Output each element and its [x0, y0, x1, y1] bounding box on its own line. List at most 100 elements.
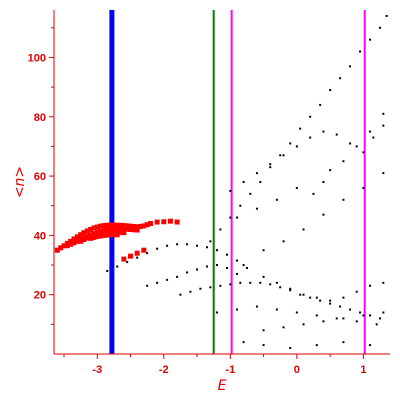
- black-point: [269, 283, 272, 286]
- black-point: [355, 320, 358, 323]
- y-axis-ticks: 20 40 60 80 100: [28, 27, 54, 325]
- black-point: [369, 344, 372, 347]
- black-point: [242, 181, 245, 183]
- black-point: [156, 281, 159, 284]
- black-point: [349, 308, 352, 311]
- red-point: [124, 226, 130, 232]
- black-point: [362, 151, 365, 154]
- black-point: [302, 228, 305, 231]
- black-point: [249, 192, 252, 195]
- black-point: [186, 271, 189, 274]
- red-point: [128, 226, 134, 232]
- red-point: [68, 241, 74, 247]
- red-point: [111, 229, 117, 235]
- black-point: [342, 160, 345, 163]
- red-point: [98, 223, 104, 229]
- red-point: [118, 229, 124, 235]
- black-point: [289, 142, 292, 145]
- black-point: [322, 181, 325, 183]
- black-point: [299, 127, 302, 130]
- x-axis-title: E: [218, 378, 227, 394]
- black-point: [235, 272, 238, 275]
- black-point: [176, 243, 179, 246]
- vertical-reference-lines: [109, 10, 366, 354]
- black-point: [166, 244, 169, 247]
- red-point: [88, 235, 94, 241]
- red-point: [114, 222, 120, 228]
- black-point: [116, 265, 119, 268]
- red-point: [121, 223, 127, 229]
- y-tick-label: 100: [28, 52, 46, 64]
- black-point: [269, 163, 272, 166]
- black-point: [382, 311, 385, 314]
- red-point: [161, 219, 167, 225]
- red-point: [118, 222, 124, 228]
- y-tick-label: 20: [34, 290, 46, 302]
- black-point: [262, 249, 265, 252]
- black-point: [146, 252, 149, 255]
- black-point: [289, 347, 292, 350]
- black-point: [262, 275, 265, 278]
- black-point: [229, 216, 232, 219]
- black-point: [382, 112, 385, 115]
- black-point: [282, 326, 285, 329]
- black-point: [369, 38, 372, 41]
- black-point: [315, 296, 318, 299]
- black-point: [225, 267, 228, 269]
- black-point: [322, 213, 325, 216]
- red-point: [104, 232, 110, 238]
- black-point: [302, 293, 305, 296]
- black-point: [315, 344, 318, 347]
- black-point: [372, 136, 375, 139]
- black-point: [339, 305, 342, 308]
- black-point: [342, 317, 345, 320]
- red-point: [108, 232, 114, 238]
- red-point: [91, 234, 97, 240]
- black-point: [362, 314, 365, 317]
- red-point: [147, 221, 153, 227]
- red-point: [114, 226, 120, 232]
- red-point: [81, 230, 87, 236]
- red-point: [104, 227, 110, 233]
- black-point: [369, 284, 372, 287]
- black-point: [295, 145, 298, 148]
- black-point: [179, 293, 182, 296]
- red-point: [167, 218, 173, 224]
- red-point: [78, 232, 84, 238]
- black-point: [335, 317, 338, 320]
- black-point: [299, 293, 302, 296]
- red-point: [111, 232, 117, 238]
- y-tick-label: 80: [34, 112, 46, 124]
- red-point: [101, 223, 107, 229]
- black-point: [315, 314, 318, 317]
- y-tick-label: 60: [34, 171, 46, 183]
- black-point: [309, 136, 312, 139]
- black-point: [156, 247, 159, 250]
- black-point: [275, 308, 278, 311]
- black-point: [259, 281, 262, 284]
- red-point: [58, 245, 64, 251]
- black-point: [216, 264, 219, 267]
- black-point: [385, 14, 388, 17]
- red-point: [74, 234, 80, 240]
- black-point: [219, 228, 222, 231]
- red-point: [137, 223, 143, 229]
- x-tick-label: -2: [159, 364, 169, 376]
- red-point: [54, 247, 60, 253]
- black-point: [275, 281, 278, 284]
- red-point: [128, 253, 134, 259]
- red-point: [68, 238, 74, 244]
- black-point: [249, 281, 252, 284]
- black-point: [136, 256, 139, 259]
- black-point: [216, 249, 219, 252]
- black-point: [189, 290, 192, 293]
- black-point: [342, 198, 345, 201]
- black-point: [382, 281, 385, 284]
- black-point: [379, 317, 382, 320]
- black-point: [295, 186, 298, 189]
- red-point: [118, 226, 124, 232]
- red-point: [128, 223, 134, 229]
- black-point: [289, 287, 292, 290]
- red-point: [114, 232, 120, 238]
